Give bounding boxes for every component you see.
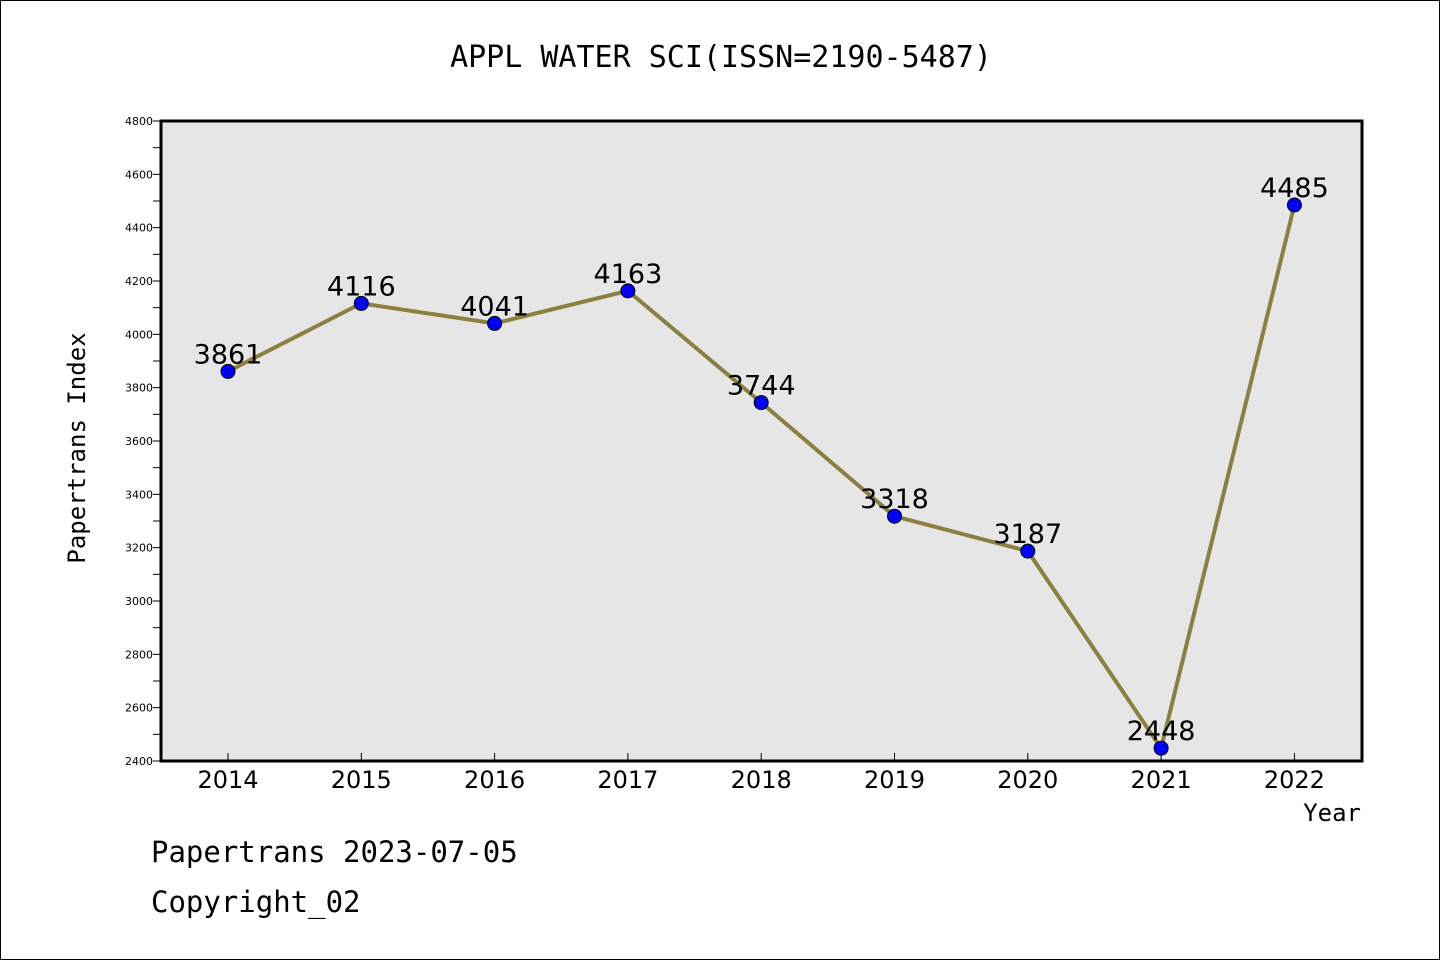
x-tick-label: 2018 [731,766,792,794]
data-label: 4163 [594,259,663,290]
data-point [487,315,503,331]
footer-date: Papertrans 2023-07-05 [151,835,518,869]
data-label: 3187 [993,519,1062,550]
y-tick-label: 4200 [125,275,153,288]
x-tick-label: 2015 [331,766,392,794]
y-axis: 2400 2600 2800 3000 3200 3400 3600 3800 4000 4200… [125,115,161,768]
x-axis-label: Year [1303,799,1361,827]
data-label: 4485 [1260,173,1329,204]
x-tick-label: 2014 [197,766,258,794]
footer-copyright: Copyright_02 [151,885,361,919]
y-tick-label: 3400 [125,488,153,501]
y-tick-label: 3600 [125,435,153,448]
data-point [753,395,769,411]
data-point [1286,197,1302,213]
y-tick-label: 3200 [125,542,153,555]
data-label: 3318 [860,484,929,515]
x-tick-label: 2017 [597,766,658,794]
y-tick-label: 2600 [125,702,153,715]
data-label: 4041 [460,291,529,322]
x-tick-label: 2021 [1131,766,1192,794]
y-tick-label: 4000 [125,328,153,341]
data-label: 4116 [327,271,396,302]
data-point [220,363,236,379]
y-tick-label: 2400 [125,755,153,768]
plot-area [161,121,1362,761]
data-point [887,508,902,524]
y-tick-label: 4600 [125,168,153,181]
plot-border [159,119,1364,763]
data-label: 3861 [194,339,263,370]
data-point [620,283,636,299]
y-tick-label: 4800 [125,115,153,128]
y-tick-label: 3800 [125,382,153,395]
x-tick-label: 2016 [464,766,525,794]
x-tick-label: 2020 [997,766,1058,794]
y-tick-label: 4400 [125,222,153,235]
y-axis-label: Papertrans Index [63,332,91,563]
y-tick-label: 2800 [125,648,153,661]
data-label: 2448 [1127,716,1196,747]
x-tick-label: 2019 [864,766,925,794]
data-point [1153,740,1169,756]
data-label: 3744 [727,371,796,402]
x-axis: 2014 2015 2016 2017 2018 2019 2020 2021 2022 [197,753,1325,794]
x-tick-label: 2022 [1264,766,1325,794]
series-layer: 3861 4116 4041 4163 3744 3318 3187 2448 4485 [194,173,1329,756]
data-point [1020,543,1036,559]
chart-title: APPL WATER SCI(ISSN=2190-5487) [450,40,992,75]
data-point [353,295,369,311]
y-tick-label: 3000 [125,595,153,608]
